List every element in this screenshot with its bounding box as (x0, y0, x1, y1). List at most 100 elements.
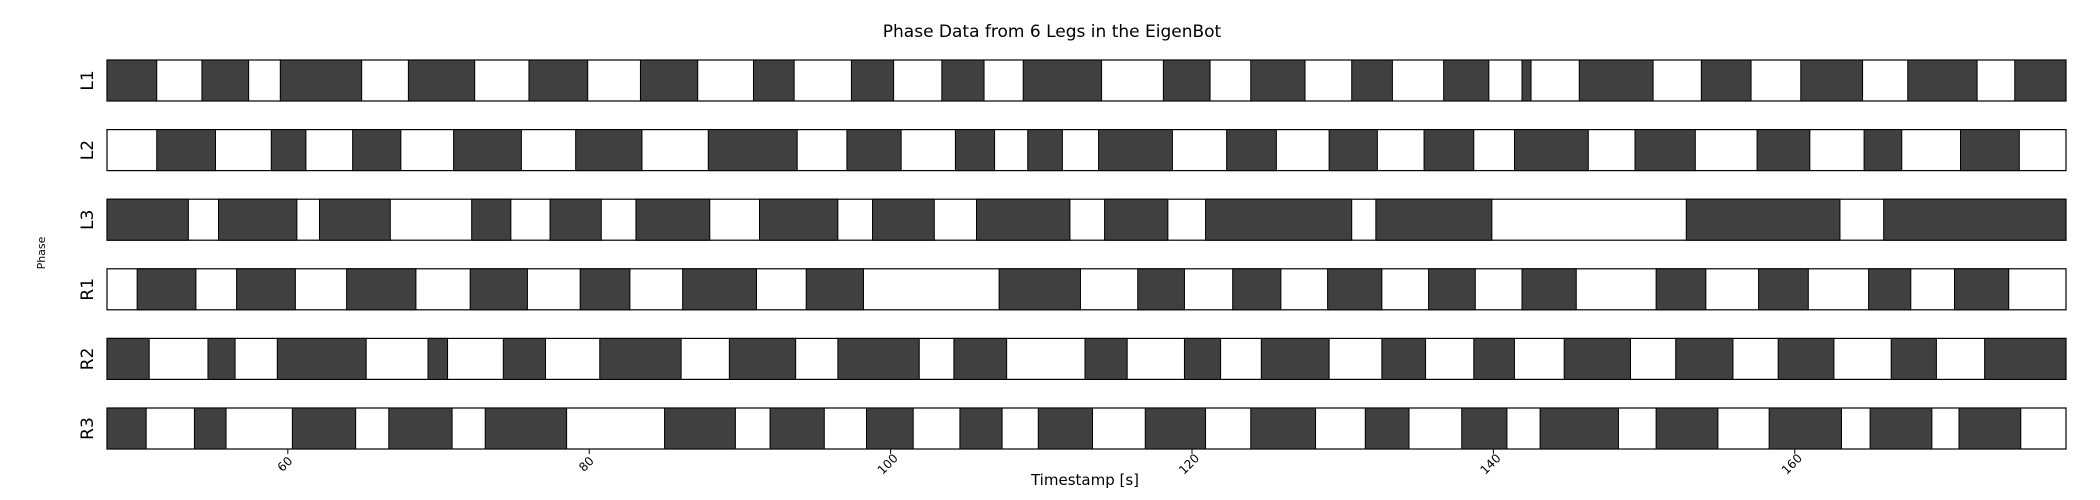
phase-bar (1381, 337, 1427, 380)
phase-bar (1260, 337, 1330, 380)
phase-bar (193, 407, 227, 450)
phase-bar (484, 407, 568, 450)
phase-bar (846, 129, 902, 172)
phase-bar (728, 337, 797, 380)
x-ticks: 60 80 100 120 140 160 (275, 449, 1805, 477)
leg-label: R2 (78, 348, 98, 371)
phase-bar (1958, 407, 2022, 450)
phase-bar (1521, 59, 1532, 102)
phase-bar (975, 198, 1071, 241)
phase-bar (1953, 268, 2010, 311)
phase-bar (453, 129, 522, 172)
phase-bar (1890, 337, 1937, 380)
phase-bar (1084, 337, 1128, 380)
phase-bar (471, 198, 512, 241)
phase-bar (805, 268, 864, 311)
phase-bar (549, 198, 602, 241)
x-tick-label: 120 (1176, 451, 1202, 477)
phase-bar (1960, 129, 2020, 172)
phase-bar (837, 337, 920, 380)
phase-bar (954, 129, 996, 172)
phase-bar (1883, 198, 2067, 241)
phase-bar (106, 407, 147, 450)
phase-bar (1907, 59, 1978, 102)
phase-bar (1675, 337, 1734, 380)
x-tick-label: 80 (576, 454, 597, 475)
phase-bar (865, 407, 914, 450)
phase-bar (1144, 407, 1207, 450)
chart-title: Phase Data from 6 Legs in the EigenBot (883, 22, 1222, 42)
phase-bar (1868, 268, 1912, 311)
phase-bar (346, 268, 417, 311)
phase-bar (1473, 337, 1515, 380)
row-frame (106, 268, 2067, 311)
leg-label: R3 (78, 417, 98, 440)
leg-row-r2: R2 (78, 337, 2067, 380)
phase-bar (707, 129, 798, 172)
phase-bar (1756, 129, 1811, 172)
phase-bar (1768, 407, 1842, 450)
phase-bar (352, 129, 402, 172)
leg-row-l2: L2 (78, 129, 2067, 172)
phase-bar (1037, 407, 1094, 450)
phase-bar (1513, 129, 1589, 172)
phase-bar (1578, 59, 1654, 102)
phase-bar (769, 407, 825, 450)
phase-bar (236, 268, 296, 311)
leg-label: L1 (78, 70, 98, 90)
leg-row-r1: R1 (78, 268, 2067, 311)
phase-bar (752, 59, 795, 102)
phase-bar (1250, 59, 1306, 102)
phase-bar (136, 268, 197, 311)
phase-bar (106, 337, 150, 380)
phase-bar (1328, 129, 1378, 172)
phase-bar (1162, 59, 1211, 102)
phase-bar (1137, 268, 1185, 311)
phase-bar (1232, 268, 1282, 311)
phase-bar (427, 337, 449, 380)
phase-bar (318, 198, 391, 241)
phase-bar (279, 59, 363, 102)
phase-bar (575, 129, 643, 172)
phase-bar (1098, 129, 1173, 172)
phase-bar (1539, 407, 1619, 450)
phase-bar (635, 198, 711, 241)
phase-bar (218, 198, 298, 241)
phase-bar (959, 407, 1003, 450)
phase-bar (106, 198, 189, 241)
leg-label: L2 (78, 140, 98, 160)
phase-bar (528, 59, 589, 102)
phase-bar (502, 337, 547, 380)
phase-bar (1022, 59, 1103, 102)
phase-bar (1984, 337, 2067, 380)
phase-bar (664, 407, 736, 450)
phase-bar (106, 59, 158, 102)
leg-label: R1 (78, 278, 98, 301)
phase-bar (1351, 59, 1393, 102)
phase-bar (201, 59, 250, 102)
y-axis-label: Phase (35, 236, 48, 269)
phase-bar (207, 337, 236, 380)
phase-bar (1700, 59, 1752, 102)
leg-row-l1: L1 (78, 59, 2067, 102)
phase-bar (291, 407, 357, 450)
phase-bar (1758, 268, 1809, 311)
x-tick-label: 160 (1779, 451, 1805, 477)
x-tick-label: 140 (1477, 451, 1503, 477)
phase-bar (1869, 407, 1933, 450)
phase-bar (156, 129, 216, 172)
phase-bar (388, 407, 453, 450)
phase-bar (1375, 198, 1493, 241)
phase-bar (850, 59, 895, 102)
phase-bar (270, 129, 307, 172)
phase-bar (1364, 407, 1410, 450)
phase-bar (1655, 407, 1719, 450)
leg-rows: L1 L2 L3 R1 R2 R3 (78, 59, 2067, 450)
x-axis-label: Timestamp [s] (1030, 471, 1139, 489)
phase-bar (1423, 129, 1475, 172)
x-tick-label: 100 (875, 451, 901, 477)
phase-bar (682, 268, 757, 311)
phase-bar (1250, 407, 1317, 450)
phase-bar (407, 59, 476, 102)
phase-bar (1521, 268, 1577, 311)
